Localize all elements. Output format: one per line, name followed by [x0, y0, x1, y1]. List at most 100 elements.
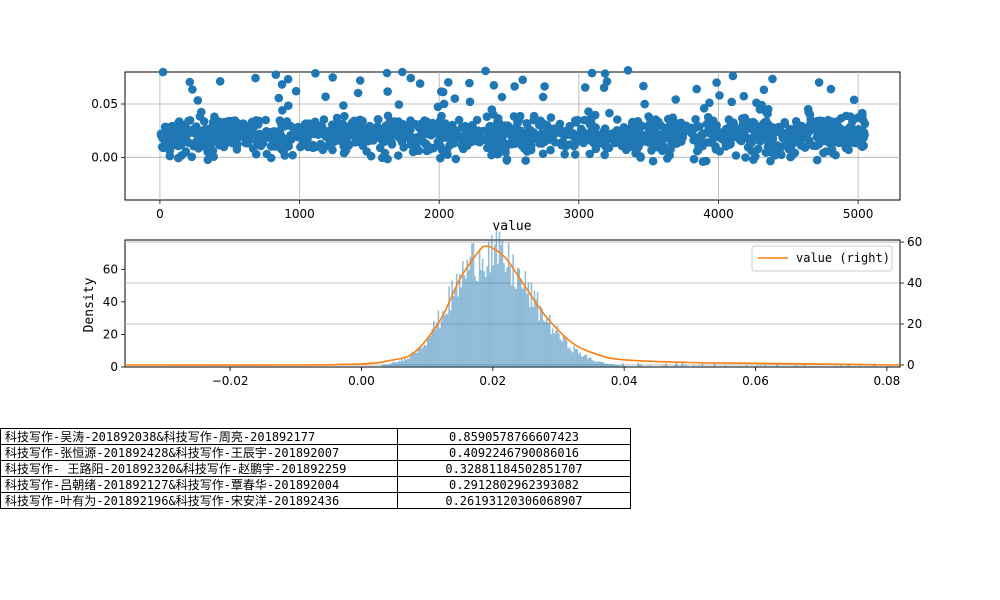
histogram-bar	[611, 363, 614, 367]
scatter-point	[278, 106, 287, 115]
scatter-point	[266, 153, 276, 163]
scatter-point	[605, 108, 614, 118]
histogram-bar	[538, 320, 540, 367]
scatter-point	[182, 130, 191, 140]
scatter-point	[606, 132, 616, 141]
scatter-point	[210, 114, 219, 124]
scatter-point	[522, 120, 532, 129]
histogram-bar	[451, 280, 453, 367]
histogram-bar	[468, 269, 470, 367]
histogram-chart: value Density 0 20 40 60 0 20 40 60 −0.02 0.00 0.0…	[82, 219, 922, 388]
scatter-point	[261, 115, 271, 125]
histogram-bar	[492, 265, 495, 367]
scatter-point	[569, 133, 579, 142]
scatter-point	[832, 117, 842, 126]
scatter-xtick-label: 2000	[424, 207, 455, 221]
scatter-point	[749, 155, 758, 164]
scatter-point	[444, 78, 453, 87]
scatter-point	[778, 134, 788, 143]
histogram-bar	[620, 365, 623, 367]
scatter-point	[381, 121, 391, 131]
scatter-point	[409, 138, 419, 148]
scatter-xtick-label: 0	[156, 207, 164, 221]
table-cell-score: 0.2912802962393082	[397, 476, 631, 493]
scatter-point	[712, 78, 721, 87]
histogram-bar	[394, 362, 397, 367]
histogram-bar	[776, 364, 778, 367]
histogram-bar	[562, 335, 565, 367]
scatter-point	[210, 122, 220, 131]
histogram-bar	[561, 341, 563, 367]
histogram-bar	[457, 296, 459, 367]
scatter-point	[339, 101, 348, 110]
histogram-bar	[520, 278, 522, 367]
scatter-point	[639, 81, 648, 91]
scatter-point	[482, 136, 491, 145]
histogram-bar	[388, 364, 391, 367]
histogram-bar	[437, 310, 440, 367]
histogram-bar	[558, 333, 560, 367]
histogram-bar	[542, 320, 545, 367]
histogram-bar	[474, 275, 476, 367]
histogram-bar	[408, 357, 411, 367]
scatter-point	[766, 156, 775, 166]
scatter-point	[481, 66, 490, 76]
scatter-point	[858, 111, 867, 120]
histogram-bar	[539, 306, 542, 367]
scatter-point	[383, 111, 393, 121]
scatter-point	[429, 128, 439, 138]
scatter-point	[747, 146, 756, 156]
scatter-point	[239, 119, 248, 128]
scatter-point	[415, 79, 425, 88]
histogram-bar	[661, 365, 664, 367]
histogram-xtick-label: 0.08	[874, 374, 901, 388]
scatter-point	[851, 138, 860, 148]
scatter-point	[633, 117, 643, 126]
scatter-point	[826, 84, 836, 94]
histogram-bar	[397, 360, 400, 367]
histogram-bar	[593, 361, 595, 367]
histogram-bar	[649, 365, 652, 367]
scatter-point	[724, 127, 733, 136]
scatter-point	[521, 156, 530, 165]
scatter-point	[158, 67, 168, 77]
histogram-bar	[759, 365, 762, 367]
histogram-bar	[491, 234, 493, 367]
scatter-point	[277, 80, 287, 89]
histogram-bar	[452, 295, 455, 367]
scatter-point	[172, 130, 182, 139]
histogram-bar	[420, 348, 423, 367]
histogram-bar	[573, 345, 575, 367]
histogram-ytick-left-label: 40	[103, 295, 118, 309]
scatter-point	[663, 114, 673, 124]
scatter-point	[161, 134, 171, 144]
scatter-point	[546, 145, 555, 155]
scatter-point	[328, 73, 338, 82]
table-row: 科技写作- 王路阳-201892320&科技写作-赵鹏宇-201892259 0.…	[0, 460, 631, 477]
scatter-point	[812, 155, 822, 165]
scatter-point	[274, 93, 284, 103]
scatter-point	[433, 137, 443, 147]
histogram-bar	[588, 357, 591, 367]
histogram-bar	[440, 320, 443, 367]
scatter-point	[772, 141, 782, 150]
scatter-point	[662, 145, 671, 154]
scatter-point	[318, 145, 328, 155]
scatter-point	[651, 115, 660, 124]
histogram-bar	[825, 366, 827, 367]
histogram-bar	[526, 293, 528, 367]
scatter-point	[275, 116, 285, 125]
table-cell-score: 0.4092246790086016	[397, 444, 631, 461]
scatter-point	[303, 142, 313, 152]
scatter-point	[741, 153, 750, 162]
scatter-point	[457, 141, 467, 151]
table-row: 科技写作-吴涛-201892038&科技写作-周亮-201892177 0.859…	[0, 428, 631, 445]
histogram-bar	[628, 366, 630, 367]
histogram-bar	[803, 364, 806, 367]
histogram-bar	[431, 328, 434, 367]
histogram-bar	[640, 364, 643, 367]
scatter-point	[689, 154, 699, 164]
kde-line-group	[124, 245, 901, 366]
scatter-point	[540, 82, 549, 91]
